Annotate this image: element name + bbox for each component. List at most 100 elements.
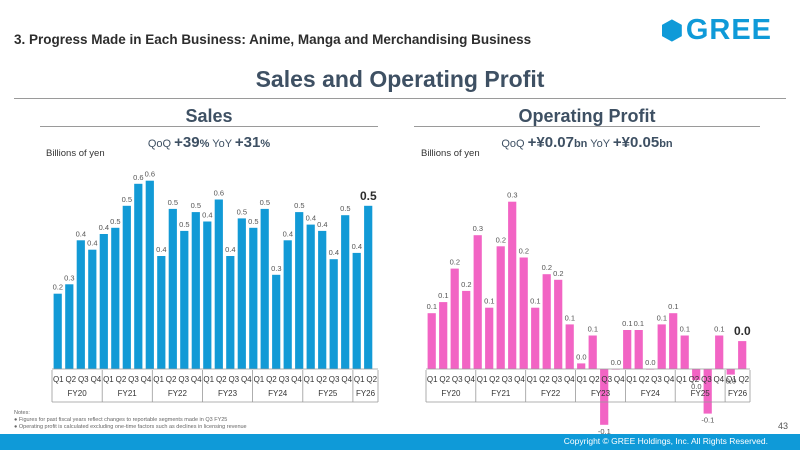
profit-data-label: 0.0 [691,382,701,391]
sales-quarter-tick-label: Q4 [91,375,102,384]
sales-quarter-tick-label: Q4 [241,375,252,384]
profit-yoy-label: YoY [590,138,610,150]
sales-quarter-tick-label: Q2 [316,375,327,384]
profit-quarter-tick-label: Q1 [527,375,538,384]
sales-quarter-tick-label: Q2 [166,375,177,384]
profit-quarter-tick-label: Q3 [502,375,513,384]
profit-bar [657,324,666,369]
profit-data-label: 0.0 [645,358,655,367]
sales-bar [341,215,350,369]
sales-growth-summary: QoQ +39% YoY +31% [40,134,378,151]
sales-yoy-label: YoY [212,138,232,150]
sales-data-label: 0.4 [283,229,293,238]
profit-data-label: 0.1 [438,291,448,300]
profit-unit-label: Billions of yen [421,148,480,159]
profit-quarter-tick-label: Q1 [626,375,637,384]
profit-bar [623,330,632,369]
gree-logo: GREE [662,15,772,45]
profit-qoq-label: QoQ [501,138,525,150]
profit-bar [554,279,563,369]
sales-bar [168,208,177,369]
profit-data-label: 0.1 [427,302,437,311]
sales-quarter-tick-label: Q1 [203,375,214,384]
profit-quarter-tick-label: Q1 [576,375,587,384]
sales-quarter-tick-label: Q3 [228,375,239,384]
sales-fy-label: FY21 [118,389,138,398]
profit-quarter-tick-label: Q1 [726,375,737,384]
profit-bar [565,324,574,369]
profit-data-label: 0.2 [542,263,552,272]
profit-quarter-tick-label: Q2 [738,375,749,384]
title-divider [14,98,786,99]
sales-bar [352,252,361,369]
page-number: 43 [778,421,789,431]
profit-fy-label: FY24 [641,389,661,398]
sales-data-label: 0.2 [53,283,63,292]
profit-data-label: 0.0 [726,377,736,386]
sales-quarter-tick-label: Q3 [78,375,89,384]
sales-bar [65,284,74,369]
profit-bar [692,369,701,381]
sales-bar [88,249,97,369]
footer-bar: Copyright © GREE Holdings, Inc. All Righ… [0,434,800,450]
profit-quarter-tick-label: Q2 [489,375,500,384]
copyright-text: Copyright © GREE Holdings, Inc. All Righ… [563,436,768,446]
sales-fy-label: FY26 [356,389,376,398]
sales-data-label: 0.5 [340,204,350,213]
profit-data-label: -0.1 [598,427,611,434]
sales-bar [134,183,143,369]
profit-bar [634,330,643,369]
profit-bar [462,290,471,369]
profit-yoy-value: +¥0.05 [612,134,660,151]
sales-quarter-tick-label: Q1 [354,375,365,384]
sales-quarter-tick-label: Q2 [65,375,76,384]
sales-fy-label: FY20 [68,389,88,398]
profit-data-label: 0.1 [714,325,724,334]
profit-quarter-tick-label: Q1 [477,375,488,384]
sales-quarter-tick-label: Q4 [341,375,352,384]
sales-data-label: 0.5 [237,207,247,216]
page-title: Sales and Operating Profit [255,66,545,92]
profit-data-label: 0.1 [680,325,690,334]
profit-quarter-tick-label: Q2 [539,375,550,384]
profit-bar [427,313,436,369]
sales-bar [226,256,235,369]
profit-quarter-tick-label: Q1 [427,375,438,384]
profit-bar [508,201,517,369]
profit-qoq-unit: bn [573,138,588,150]
sales-data-label: 0.4 [99,223,109,232]
sales-data-label: 0.3 [271,264,281,273]
profit-fy-label: FY21 [491,389,511,398]
sales-bar [283,240,292,369]
profit-bar [531,307,540,369]
profit-data-label: 0.1 [588,325,598,334]
sales-fy-label: FY22 [168,389,188,398]
sales-data-label: 0.5 [294,201,304,210]
sales-data-label: 0.5 [168,198,178,207]
profit-quarter-tick-label: Q3 [701,375,712,384]
sales-data-label: 0.4 [306,214,316,223]
note-item: ● Operating profit is calculated excludi… [14,424,247,430]
profit-data-label: 0.2 [496,235,506,244]
sales-fy-label: FY23 [218,389,238,398]
logo-text: GREE [685,14,772,46]
profit-quarter-tick-label: Q4 [514,375,525,384]
sales-bar [295,212,304,369]
sales-data-label: 0.5 [248,217,258,226]
profit-data-label: 0.1 [634,319,644,328]
sales-bar [122,205,131,369]
profit-quarter-tick-label: Q4 [464,375,475,384]
sales-data-label: 0.5 [179,220,189,229]
sales-data-label: 0.5 [191,201,201,210]
sales-bar [272,274,281,369]
notes-heading: Notes: [14,410,30,416]
sales-quarter-tick-label: Q3 [279,375,290,384]
sales-bar [318,230,327,369]
profit-bar [450,268,459,369]
profit-data-label: 0.2 [519,247,529,256]
sales-quarter-tick-label: Q4 [141,375,152,384]
profit-quarter-tick-label: Q3 [651,375,662,384]
sales-data-label: 0.4 [225,245,235,254]
profit-data-label: 0.1 [484,297,494,306]
sales-bar [249,227,258,369]
